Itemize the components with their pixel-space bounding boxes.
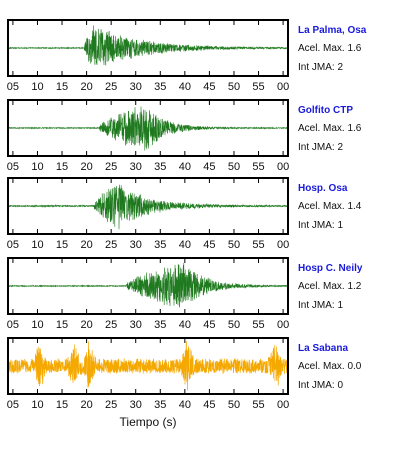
max-acceleration-label: Acel. Max. 0.0	[298, 361, 362, 372]
x-tick-label: 05	[7, 239, 19, 251]
x-tick-label: 05	[7, 399, 19, 411]
station-panel: 05 10 15 20 25 30 35 40 45 50 55 00 Hosp. Osa Acel. M…	[7, 177, 362, 251]
panel-frame	[7, 177, 289, 235]
station-panel: 05 10 15 20 25 30 35 40 45 50 55 00 Golfito CTP Acel.…	[7, 99, 362, 173]
x-tick-label: 50	[228, 399, 240, 411]
x-tick-label: 55	[252, 319, 264, 331]
x-tick-label: 35	[154, 399, 166, 411]
waveform-trace	[8, 263, 288, 308]
x-tick-label: 05	[7, 161, 19, 173]
station-panel: 05 10 15 20 25 30 35 40 45 50 55 00 La Palma, Osa Ace…	[7, 19, 367, 93]
panel-frame	[7, 19, 289, 77]
x-tick-label: 45	[203, 239, 215, 251]
station-panel: 05 10 15 20 25 30 35 40 45 50 55 00 La Sabana Acel. M…	[7, 337, 362, 411]
waveform-trace	[8, 25, 288, 66]
station-name: Hosp C. Neily	[298, 263, 363, 274]
panel-frame	[7, 337, 289, 395]
x-tick-label: 25	[105, 81, 117, 93]
x-tick-label: 25	[105, 239, 117, 251]
x-tick-label: 40	[179, 161, 191, 173]
x-axis-label: Tiempo (s)	[120, 415, 177, 429]
x-tick-label: 00	[277, 399, 289, 411]
station-name: La Sabana	[298, 343, 348, 354]
x-tick-label: 15	[56, 399, 68, 411]
max-acceleration-label: Acel. Max. 1.6	[298, 43, 362, 54]
station-name: La Palma, Osa	[298, 25, 367, 36]
x-tick-label: 15	[56, 319, 68, 331]
jma-intensity-label: Int JMA: 0	[298, 380, 343, 391]
max-acceleration-label: Acel. Max. 1.4	[298, 201, 362, 212]
jma-intensity-label: Int JMA: 1	[298, 220, 343, 231]
x-tick-label: 30	[130, 161, 142, 173]
x-tick-label: 00	[277, 81, 289, 93]
x-tick-label: 15	[56, 161, 68, 173]
x-tick-label: 20	[80, 399, 92, 411]
x-tick-label: 55	[252, 81, 264, 93]
x-tick-label: 05	[7, 319, 19, 331]
jma-intensity-label: Int JMA: 1	[298, 300, 343, 311]
x-tick-label: 20	[80, 239, 92, 251]
x-tick-label: 55	[252, 399, 264, 411]
waveform-trace	[8, 106, 288, 151]
waveform-trace	[8, 341, 288, 391]
waveform-trace	[8, 184, 288, 230]
x-tick-label: 45	[203, 319, 215, 331]
x-tick-label: 20	[80, 81, 92, 93]
x-tick-label: 20	[80, 161, 92, 173]
x-tick-label: 45	[203, 161, 215, 173]
x-tick-label: 30	[130, 399, 142, 411]
x-tick-label: 15	[56, 239, 68, 251]
x-tick-label: 30	[130, 319, 142, 331]
x-tick-label: 40	[179, 319, 191, 331]
x-tick-label: 45	[203, 81, 215, 93]
x-tick-label: 00	[277, 161, 289, 173]
x-tick-label: 50	[228, 239, 240, 251]
max-acceleration-label: Acel. Max. 1.2	[298, 281, 362, 292]
x-tick-label: 25	[105, 319, 117, 331]
x-tick-label: 55	[252, 161, 264, 173]
x-tick-label: 15	[56, 81, 68, 93]
x-tick-label: 35	[154, 81, 166, 93]
x-tick-label: 25	[105, 399, 117, 411]
x-tick-label: 00	[277, 319, 289, 331]
x-tick-label: 30	[130, 81, 142, 93]
panel-frame	[7, 257, 289, 315]
x-tick-label: 35	[154, 239, 166, 251]
x-tick-label: 35	[154, 319, 166, 331]
x-tick-label: 45	[203, 399, 215, 411]
x-tick-label: 30	[130, 239, 142, 251]
x-tick-label: 35	[154, 161, 166, 173]
station-name: Hosp. Osa	[298, 183, 348, 194]
x-tick-label: 40	[179, 399, 191, 411]
x-tick-label: 10	[31, 319, 43, 331]
x-tick-label: 50	[228, 81, 240, 93]
x-tick-label: 10	[31, 161, 43, 173]
station-panel: 05 10 15 20 25 30 35 40 45 50 55 00 Hosp C. Neily Ace…	[7, 257, 363, 331]
station-name: Golfito CTP	[298, 105, 353, 116]
jma-intensity-label: Int JMA: 2	[298, 142, 343, 153]
x-tick-label: 50	[228, 319, 240, 331]
x-tick-label: 40	[179, 81, 191, 93]
max-acceleration-label: Acel. Max. 1.6	[298, 123, 362, 134]
jma-intensity-label: Int JMA: 2	[298, 62, 343, 73]
x-tick-label: 10	[31, 239, 43, 251]
x-tick-label: 10	[31, 81, 43, 93]
x-tick-label: 00	[277, 239, 289, 251]
panel-frame	[7, 99, 289, 157]
panels-group: 05 10 15 20 25 30 35 40 45 50 55 00 La Palma, Osa Ace…	[7, 19, 367, 411]
x-tick-label: 50	[228, 161, 240, 173]
x-tick-label: 20	[80, 319, 92, 331]
x-tick-label: 05	[7, 81, 19, 93]
x-tick-label: 10	[31, 399, 43, 411]
x-tick-label: 55	[252, 239, 264, 251]
x-tick-label: 25	[105, 161, 117, 173]
x-tick-label: 40	[179, 239, 191, 251]
